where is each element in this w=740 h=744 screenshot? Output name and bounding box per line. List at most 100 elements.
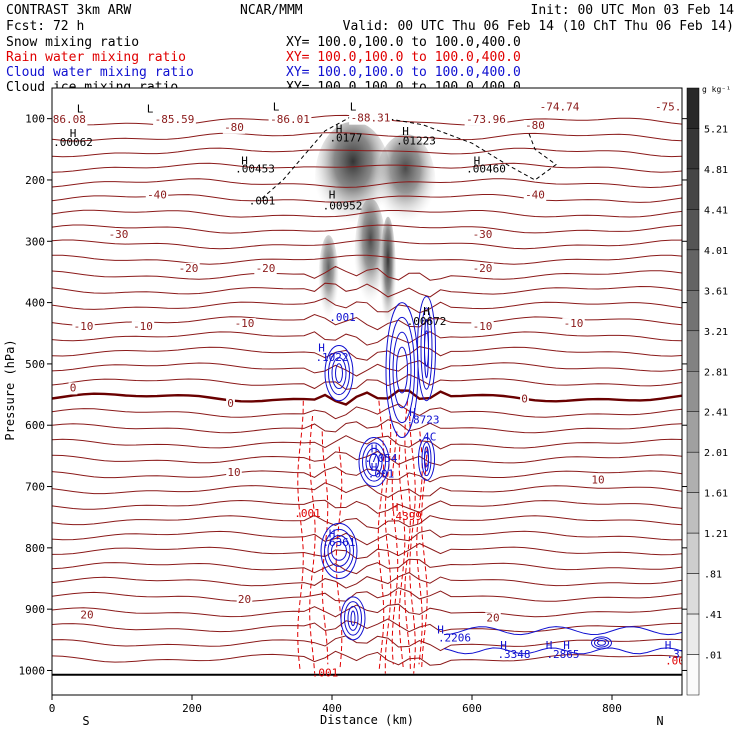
y-tick-label: 100: [25, 113, 45, 126]
y-tick-label: 800: [25, 542, 45, 555]
temperature-label: 10: [227, 466, 240, 479]
isotherm: [52, 282, 682, 298]
label-halo: [153, 113, 196, 126]
isotherm: [52, 572, 682, 589]
contour-labels: -86.08 -85.59 -86.01 -88.31 -73.96 -74.74 -75.…: [46, 101, 688, 680]
isotherm: [52, 514, 682, 530]
y-tick-label: 700: [25, 481, 45, 494]
isotherm: [52, 529, 682, 546]
cloud-water-label: .8723: [406, 413, 439, 426]
cloud-water-label: .4C: [417, 430, 437, 443]
label-halo: [254, 262, 277, 275]
cloud-water-label: .7054: [364, 452, 397, 465]
isotherm: [52, 499, 682, 514]
rain-contour: [391, 431, 399, 665]
isotherm: [52, 542, 682, 560]
temperature-label: -88.31: [351, 112, 391, 125]
colorbar-cell: [686, 492, 700, 534]
isotherm: [52, 373, 682, 390]
temperature-label: -40: [525, 188, 545, 201]
cloud-water-label: H: [329, 527, 336, 540]
snow-extremum-label: .00952: [323, 199, 363, 212]
rain-contour: [335, 446, 343, 668]
x-tick-label: 400: [322, 702, 342, 715]
label-halo: [523, 120, 547, 133]
snow-extremum-label: H: [474, 155, 481, 168]
label-halo: [145, 189, 169, 202]
temperature-label: -30: [473, 228, 493, 241]
x-axis: 0 200 400 600 800: [49, 695, 622, 715]
label-halo: [52, 113, 88, 126]
label-halo: [562, 318, 585, 331]
cloud-water-contour: [597, 639, 606, 646]
cloud-water-contour: [424, 451, 429, 467]
isotherm: [52, 360, 682, 377]
cloud-water-contour: [324, 528, 354, 573]
temperature-label: 20: [238, 593, 251, 606]
isotherm: [52, 178, 682, 189]
label-halo: [349, 112, 392, 125]
cloud-water-band: [443, 626, 682, 636]
label-halo: [233, 318, 256, 331]
cloud-water-contour: [417, 295, 436, 402]
rain-water-label: .00: [665, 654, 685, 667]
field-xy: XY= 100.0,100.0 to 100.0,400.0: [286, 50, 521, 65]
snow-extremum-label: H: [241, 155, 248, 168]
colorbar-cell: [686, 128, 700, 170]
temperature-label: -40: [147, 188, 167, 201]
colorbar-cell: [686, 290, 700, 332]
colorbar-cell: [686, 573, 700, 615]
colorbar-cell: [686, 249, 700, 291]
isotherm: [52, 346, 682, 361]
temperature-label: -86.08: [46, 113, 86, 126]
snow-extremum-label: .0177: [329, 131, 362, 144]
colorbar-label: 2.01: [704, 448, 728, 459]
cloud-water-label: .2865: [546, 648, 579, 661]
isotherm: [52, 482, 682, 498]
colorbar-cell: [686, 371, 700, 412]
label-halo: [485, 612, 501, 625]
cloud-water-contour: [350, 610, 356, 627]
x-tick-label: 200: [182, 702, 202, 715]
isotherm: [52, 239, 682, 250]
cloud-water-label: H: [437, 624, 444, 637]
snow-extremum-label: H: [329, 188, 336, 201]
snow-extremum-label: .01223: [396, 134, 436, 147]
x-axis-label: Distance (km): [320, 713, 414, 727]
label-halo: [107, 229, 130, 242]
header-right-1: Init: 00 UTC Mon 03 Feb 14: [531, 3, 735, 18]
snow-extremum-label: .00460: [466, 163, 506, 176]
label-halo: [523, 189, 547, 202]
cloud-water-contour: [396, 346, 408, 394]
label-halo: [590, 474, 606, 487]
rain-contour: [409, 415, 416, 674]
cloud-water-contour: [331, 357, 347, 390]
isotherm: [52, 419, 682, 434]
cloud-water-contour: [335, 363, 343, 383]
label-halo: [471, 229, 494, 242]
label-halo: [464, 113, 508, 126]
temperature-label: -75.0: [655, 101, 688, 114]
isotherm: [52, 587, 682, 602]
temperature-label: -20: [179, 262, 199, 275]
snow-extremum-label: .001: [249, 194, 276, 207]
temperature-label: -10: [564, 317, 584, 330]
cloud-water-band: [443, 647, 682, 655]
colorbar-cell: [686, 209, 700, 251]
rain-water-label: .001: [312, 667, 339, 680]
y-tick-label: 900: [25, 603, 45, 616]
cloud-water-contour: [365, 447, 383, 477]
temperature-label: -80: [224, 121, 244, 134]
rain-contour: [404, 400, 411, 671]
cloud-water-label: .001: [329, 311, 356, 324]
cloud-water-contour: [358, 436, 390, 488]
isotherm: [52, 132, 682, 142]
temperature-label: -10: [74, 320, 94, 333]
colorbar-label: 1.61: [704, 489, 728, 500]
header-left-2: Fcst: 72 h: [6, 19, 84, 34]
field-label: Snow mixing ratio: [6, 35, 139, 50]
cloud-water-label: H: [371, 461, 378, 474]
colorbar-cell: [686, 87, 700, 129]
